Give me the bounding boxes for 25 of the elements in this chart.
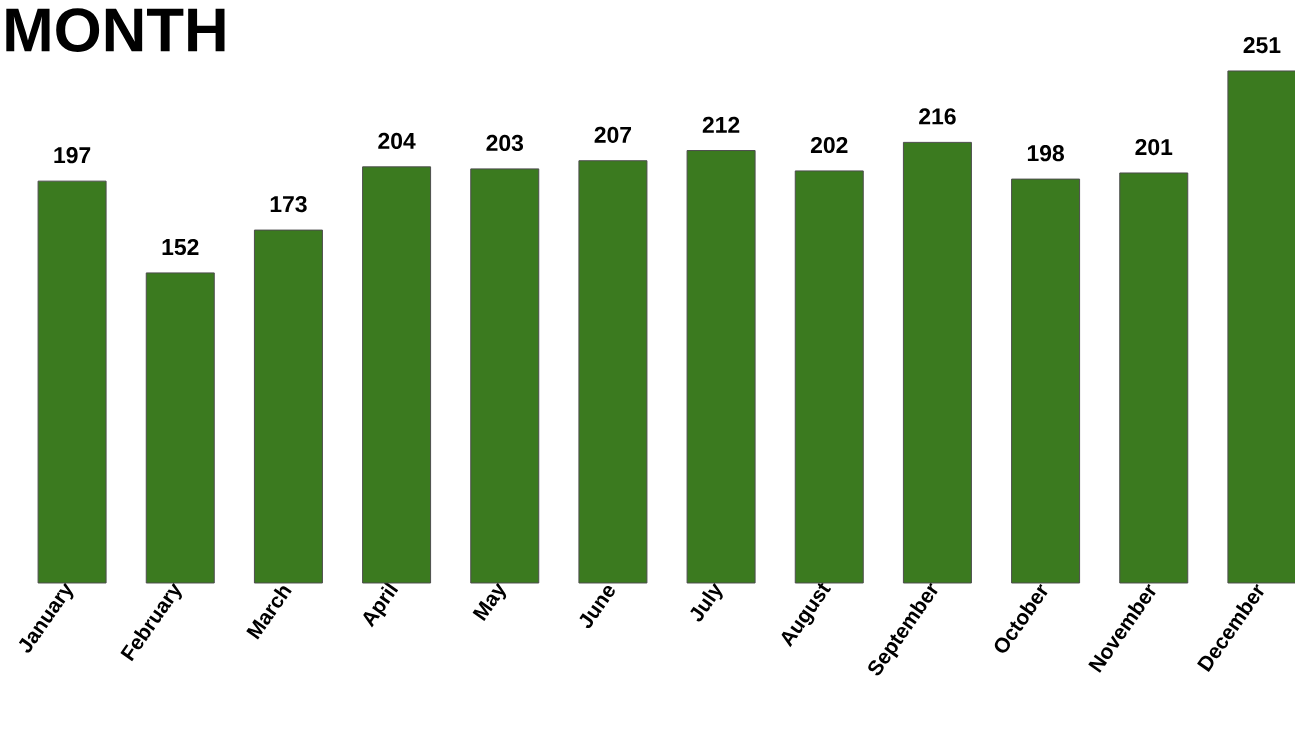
chart-title: MONTH: [6, 8, 225, 52]
bar: [38, 181, 107, 583]
data-label: 198: [1027, 145, 1064, 162]
bar: [146, 272, 215, 583]
bar: [903, 142, 972, 583]
data-label: 216: [919, 108, 956, 125]
data-label: 204: [378, 132, 416, 150]
bar: [1119, 172, 1188, 583]
data-label: 203: [486, 134, 524, 152]
data-label: 201: [1135, 138, 1173, 156]
bar: [687, 150, 756, 583]
bar: [578, 160, 647, 583]
data-label: 173: [270, 196, 307, 213]
bar: [362, 166, 431, 583]
bar: [1227, 70, 1295, 584]
data-label: 202: [810, 136, 848, 154]
data-label: 207: [594, 126, 632, 143]
bar: [795, 170, 864, 583]
bar: [470, 168, 539, 583]
bar: [1011, 179, 1080, 583]
data-label: 152: [162, 238, 199, 256]
data-label: 197: [54, 147, 91, 164]
bar: [254, 230, 323, 583]
data-label: 212: [702, 116, 740, 133]
data-label: 251: [1243, 36, 1281, 54]
